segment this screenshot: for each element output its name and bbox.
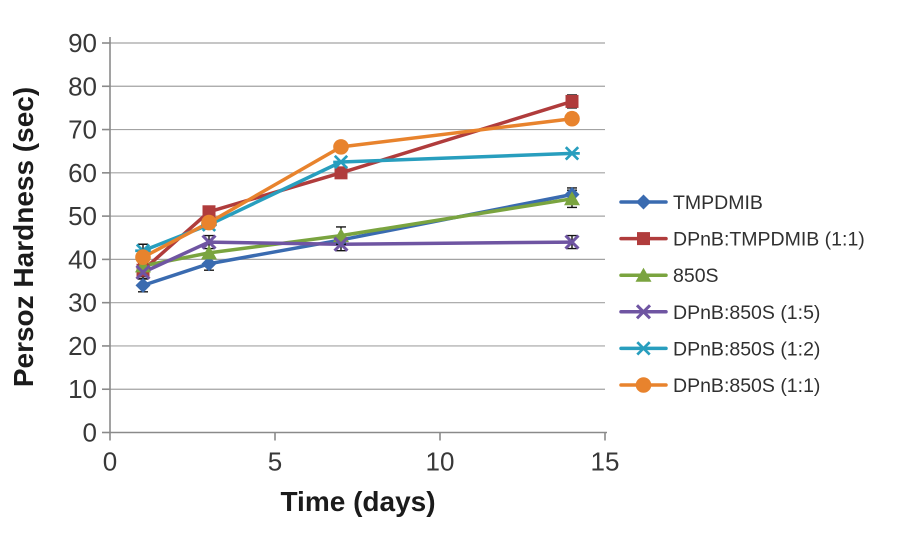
x-marker xyxy=(635,304,652,320)
circle-marker xyxy=(564,110,580,127)
legend-label: DPnB:850S (1:2) xyxy=(673,338,820,360)
legend-item: TMPDMIB xyxy=(619,192,763,214)
series-line xyxy=(141,151,574,253)
series-markers xyxy=(135,94,580,293)
x-marker xyxy=(201,234,217,250)
x-marker xyxy=(135,264,151,280)
diamond-marker xyxy=(135,277,151,293)
circle-marker xyxy=(201,214,217,231)
legend-label: 850S xyxy=(673,265,719,287)
star-marker xyxy=(564,146,580,161)
circle-marker xyxy=(333,139,349,155)
square-marker xyxy=(565,94,579,108)
y-tick-label: 10 xyxy=(68,374,97,404)
x-marker xyxy=(564,234,580,250)
star-marker xyxy=(333,154,349,170)
x-tick-label: 10 xyxy=(426,447,455,477)
legend-item: DPnB:850S (1:1) xyxy=(619,375,820,397)
y-tick-label: 20 xyxy=(68,331,97,361)
legend: TMPDMIB DPnB:TMPDMIB (1:1) 850S DPnB:850S (… xyxy=(619,192,865,397)
triangle-marker xyxy=(564,191,580,206)
legend-label: TMPDMIB xyxy=(673,192,763,214)
circle-marker xyxy=(635,377,652,393)
x-marker xyxy=(333,236,349,252)
triangle-marker xyxy=(201,245,217,260)
y-tick-label: 70 xyxy=(68,115,97,145)
legend-item: 850S xyxy=(619,265,719,287)
x-axis-title: Time (days) xyxy=(280,486,436,517)
y-tick-label: 30 xyxy=(68,288,97,318)
y-tick-label: 90 xyxy=(68,28,97,58)
series-line xyxy=(141,116,574,259)
x-tick-label: 0 xyxy=(103,447,117,477)
y-tick-label: 40 xyxy=(68,244,97,274)
legend-label: DPnB:TMPDMIB (1:1) xyxy=(673,229,865,251)
x-tick-label: 15 xyxy=(591,447,620,477)
y-tick-label: 80 xyxy=(68,71,97,101)
series-line xyxy=(141,240,574,275)
legend-item: DPnB:850S (1:2) xyxy=(619,338,820,360)
square-marker xyxy=(334,166,348,180)
legend-item: DPnB:850S (1:5) xyxy=(619,302,820,324)
star-marker xyxy=(635,341,652,356)
diamond-marker xyxy=(636,194,651,210)
circle-marker xyxy=(135,249,151,266)
x-tick-label: 5 xyxy=(268,447,282,477)
y-tick-label: 0 xyxy=(83,418,97,448)
square-marker xyxy=(637,232,650,246)
y-tick-label: 50 xyxy=(68,201,97,231)
series-lines xyxy=(141,99,574,288)
legend-label: DPnB:850S (1:5) xyxy=(673,302,820,324)
square-marker xyxy=(202,205,216,219)
legend-item: DPnB:TMPDMIB (1:1) xyxy=(619,229,865,251)
triangle-marker xyxy=(635,267,652,282)
y-tick-label: 60 xyxy=(68,158,97,188)
diamond-marker xyxy=(201,256,217,272)
legend-label: DPnB:850S (1:1) xyxy=(673,375,820,397)
